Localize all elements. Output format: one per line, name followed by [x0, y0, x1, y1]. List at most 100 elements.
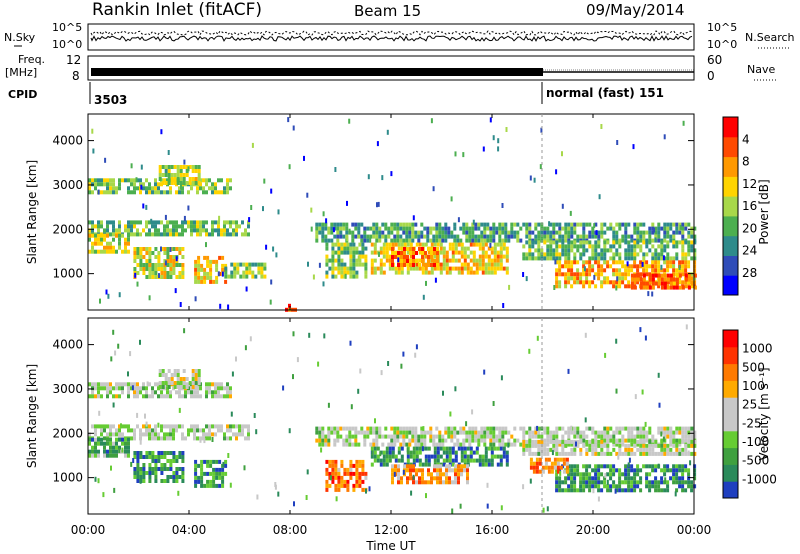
- velocity-echo-cell: [681, 488, 685, 493]
- power-echo-cell: [334, 274, 338, 279]
- velocity-echo-cell: [565, 465, 569, 470]
- power-echo-cell: [242, 274, 246, 279]
- velocity-echo-cell: [639, 480, 643, 485]
- power-echo-cell: [597, 264, 601, 269]
- velocity-echo-cell: [163, 432, 166, 437]
- velocity-echo-cell: [618, 426, 622, 431]
- power-echo-cell: [334, 258, 338, 263]
- velocity-echo-cell: [648, 480, 652, 485]
- velocity-echo-cell: [536, 425, 539, 431]
- velocity-echo-cell: [445, 458, 449, 463]
- power-echo-cell: [420, 234, 424, 239]
- power-echo-cell: [215, 275, 219, 280]
- power-echo-cell: [221, 271, 224, 277]
- velocity-echo-cell: [672, 480, 676, 485]
- power-echo-cell: [555, 222, 559, 227]
- power-echo-cell: [618, 272, 622, 277]
- velocity-echo-cell: [333, 442, 337, 447]
- power-echo-cell: [306, 192, 309, 198]
- velocity-echo-cell: [352, 471, 356, 476]
- power-echo-cell: [197, 279, 201, 284]
- power-echo-cell: [477, 226, 481, 231]
- velocity-echo-cell: [504, 430, 508, 435]
- velocity-echo-cell: [218, 483, 222, 488]
- power-echo-cell: [220, 178, 223, 183]
- velocity-echo-cell: [693, 439, 697, 444]
- power-echo-cell: [133, 190, 136, 195]
- power-echo-cell: [651, 226, 655, 231]
- velocity-echo-cell: [203, 483, 207, 488]
- power-echo-cell: [184, 228, 187, 233]
- power-echo-cell: [352, 270, 356, 275]
- velocity-echo-cell: [176, 381, 180, 385]
- velocity-echo-cell: [657, 451, 661, 456]
- velocity-colorbar-swatch: [723, 464, 738, 482]
- velocity-echo-cell: [576, 464, 580, 469]
- velocity-echo-cell: [606, 479, 609, 485]
- velocity-echo-cell: [345, 426, 349, 431]
- power-echo-cell: [681, 252, 685, 257]
- power-echo-cell: [173, 173, 177, 177]
- velocity-echo-cell: [534, 430, 538, 435]
- power-colorbar-swatch: [723, 275, 738, 296]
- power-echo-cell: [170, 177, 174, 181]
- power-echo-cell: [406, 270, 410, 275]
- power-echo-cell: [334, 167, 337, 172]
- power-echo-cell: [591, 268, 595, 273]
- power-echo-cell: [187, 166, 190, 172]
- velocity-echo-cell: [127, 445, 130, 450]
- velocity-echo-cell: [633, 439, 637, 444]
- power-echo-cell: [330, 226, 334, 231]
- power-echo-cell: [331, 270, 335, 275]
- velocity-echo-cell: [238, 428, 241, 433]
- power-echo-cell: [678, 280, 682, 285]
- power-echo-cell: [672, 230, 676, 235]
- velocity-echo-cell: [375, 430, 379, 435]
- velocity-echo-cell: [375, 438, 379, 443]
- power-echo-cell: [522, 272, 525, 277]
- power-echo-cell: [385, 242, 389, 247]
- velocity-echo-cell: [463, 446, 467, 451]
- power-echo-cell: [417, 230, 421, 235]
- power-echo-cell: [346, 266, 350, 271]
- velocity-echo-cell: [154, 382, 157, 387]
- power-echo-cell: [390, 238, 394, 243]
- velocity-echo-cell: [129, 351, 132, 357]
- power-echo-cell: [160, 275, 164, 279]
- velocity-echo-cell: [339, 434, 343, 439]
- power-echo-cell: [158, 177, 162, 181]
- velocity-echo-cell: [211, 424, 214, 429]
- power-echo-cell: [585, 240, 589, 245]
- power-echo-cell: [588, 244, 592, 249]
- velocity-echo-cell: [197, 475, 201, 480]
- velocity-echo-cell: [567, 472, 571, 477]
- power-echo-cell: [496, 258, 500, 263]
- power-echo-cell: [558, 234, 562, 239]
- power-echo-cell: [112, 182, 115, 187]
- velocity-echo-cell: [414, 434, 418, 439]
- velocity-echo-cell: [594, 447, 598, 452]
- power-echo-cell: [499, 266, 503, 271]
- power-echo-cell: [107, 293, 110, 299]
- velocity-echo-cell: [448, 476, 451, 481]
- power-echo-cell: [136, 263, 140, 267]
- velocity-echo-cell: [214, 394, 217, 399]
- velocity-echo-cell: [537, 430, 541, 435]
- velocity-echo-cell: [609, 468, 613, 473]
- velocity-echo-cell: [211, 437, 214, 442]
- velocity-echo-cell: [544, 465, 548, 470]
- power-echo-cell: [639, 277, 643, 282]
- velocity-echo-cell: [315, 438, 319, 443]
- power-echo-cell: [657, 281, 661, 286]
- velocity-echo-cell: [215, 467, 219, 472]
- velocity-echo-cell: [438, 438, 442, 443]
- power-echo-cell: [194, 275, 198, 280]
- power-echo-cell: [489, 242, 492, 248]
- power-echo-cell: [484, 250, 488, 255]
- power-echo-cell: [651, 252, 655, 257]
- power-echo-cell: [597, 276, 601, 281]
- velocity-echo-cell: [142, 455, 146, 459]
- power-echo-cell: [370, 262, 374, 267]
- power-echo-cell: [633, 230, 637, 235]
- power-echo-cell: [215, 259, 219, 264]
